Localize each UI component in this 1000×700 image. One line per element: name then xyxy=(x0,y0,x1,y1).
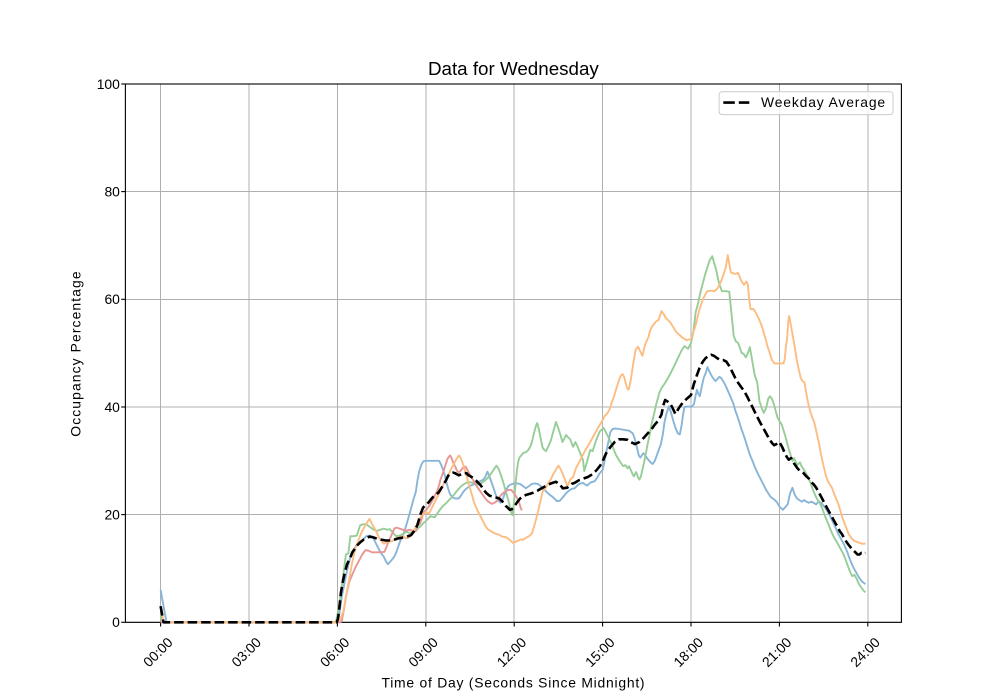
svg-text:Time of Day (Seconds Since Mid: Time of Day (Seconds Since Midnight) xyxy=(381,675,645,691)
svg-text:60: 60 xyxy=(104,291,120,307)
svg-text:0: 0 xyxy=(112,614,120,630)
svg-text:Data for Wednesday: Data for Wednesday xyxy=(428,58,599,79)
svg-text:20: 20 xyxy=(104,507,120,523)
svg-text:100: 100 xyxy=(97,76,120,92)
svg-text:40: 40 xyxy=(104,399,120,415)
svg-text:80: 80 xyxy=(104,184,120,200)
svg-text:Weekday Average: Weekday Average xyxy=(761,94,886,110)
svg-text:Occupancy Percentage: Occupancy Percentage xyxy=(68,270,84,436)
